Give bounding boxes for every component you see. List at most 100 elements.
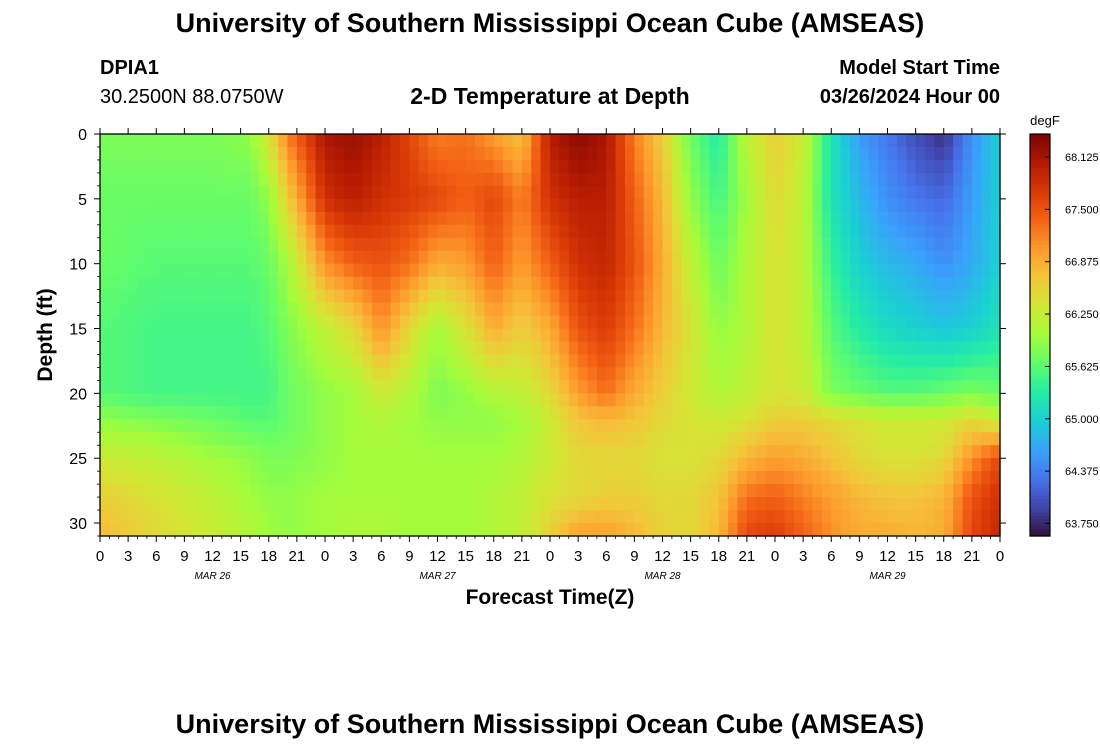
heatmap-cell	[915, 380, 926, 394]
heatmap-cell	[334, 198, 345, 213]
heatmap-cell	[953, 276, 964, 291]
heatmap-cell	[953, 328, 964, 343]
heatmap-cell	[709, 354, 720, 369]
heatmap-cell	[662, 458, 673, 472]
heatmap-cell	[212, 211, 223, 226]
heatmap-cell	[175, 159, 185, 174]
colorbar-segment	[1030, 485, 1050, 490]
heatmap-cell	[840, 237, 851, 252]
heatmap-cell	[250, 185, 260, 200]
heatmap-cell	[681, 367, 692, 381]
heatmap-cell	[615, 523, 626, 537]
heatmap-cell	[493, 211, 504, 226]
heatmap-cell	[568, 315, 579, 330]
heatmap-cell	[465, 302, 476, 317]
heatmap-cell	[484, 406, 495, 420]
colorbar-segment	[1030, 425, 1050, 430]
heatmap-cell	[146, 380, 157, 394]
heatmap-cell	[465, 185, 476, 200]
heatmap-cell	[437, 406, 448, 420]
heatmap-cell	[484, 367, 495, 381]
heatmap-cell	[184, 315, 195, 330]
heatmap-cell	[418, 458, 429, 472]
heatmap-cell	[465, 146, 476, 161]
heatmap-cell	[484, 302, 495, 317]
heatmap-cell	[540, 159, 551, 174]
heatmap-cell	[456, 471, 467, 485]
heatmap-cell	[175, 380, 185, 394]
heatmap-cell	[906, 445, 917, 459]
heatmap-cell	[456, 185, 467, 200]
heatmap-cell	[278, 471, 289, 485]
heatmap-cell	[765, 432, 776, 446]
x-tick-label: 6	[377, 548, 385, 565]
heatmap-cell	[362, 497, 373, 511]
heatmap-cell	[943, 380, 954, 394]
heatmap-cell	[653, 224, 664, 239]
heatmap-cell	[559, 471, 570, 485]
heatmap-cell	[493, 419, 504, 433]
heatmap-cell	[193, 198, 204, 213]
heatmap-cell	[878, 419, 889, 433]
heatmap-cell	[596, 289, 607, 304]
heatmap-cell	[278, 315, 289, 330]
heatmap-cell	[475, 315, 485, 330]
heatmap-cell	[953, 315, 964, 330]
heatmap-cell	[962, 263, 973, 278]
heatmap-cell	[850, 315, 860, 330]
heatmap-cell	[165, 172, 176, 187]
heatmap-cell	[390, 134, 401, 148]
heatmap-cell	[971, 354, 982, 369]
heatmap-cell	[746, 523, 757, 537]
heatmap-cell	[128, 237, 139, 252]
heatmap-cell	[812, 393, 823, 407]
heatmap-cell	[784, 341, 795, 356]
heatmap-cell	[287, 432, 298, 446]
heatmap-cell	[296, 315, 307, 330]
heatmap-cell	[925, 302, 935, 317]
heatmap-cell	[746, 367, 757, 381]
heatmap-cell	[203, 510, 214, 524]
heatmap-cell	[531, 263, 542, 278]
heatmap-cell	[671, 302, 682, 317]
heatmap-cell	[915, 237, 926, 252]
colorbar-segment	[1030, 532, 1050, 537]
heatmap-cell	[521, 393, 532, 407]
heatmap-cell	[784, 198, 795, 213]
heatmap-cell	[615, 134, 626, 148]
colorbar-segment	[1030, 244, 1050, 249]
heatmap-cell	[362, 302, 373, 317]
heatmap-cell	[775, 159, 785, 174]
heatmap-cell	[325, 172, 335, 187]
heatmap-cell	[728, 134, 739, 148]
heatmap-cell	[915, 302, 926, 317]
heatmap-cell	[831, 134, 842, 148]
heatmap-cell	[456, 224, 467, 239]
heatmap-cell	[606, 523, 617, 537]
heatmap-cell	[475, 263, 485, 278]
heatmap-cell	[943, 185, 954, 200]
heatmap-cell	[990, 471, 1001, 485]
heatmap-cell	[784, 393, 795, 407]
heatmap-cell	[371, 419, 382, 433]
heatmap-cell	[606, 354, 617, 369]
heatmap-cell	[550, 380, 560, 394]
heatmap-cell	[793, 354, 804, 369]
heatmap-cell	[250, 380, 260, 394]
heatmap-cell	[550, 237, 560, 252]
heatmap-cell	[250, 406, 260, 420]
heatmap-cell	[156, 237, 167, 252]
heatmap-cells	[100, 134, 1001, 537]
heatmap-cell	[465, 211, 476, 226]
heatmap-cell	[409, 263, 420, 278]
heatmap-cell	[681, 341, 692, 356]
heatmap-cell	[550, 497, 560, 511]
heatmap-cell	[268, 134, 279, 148]
heatmap-cell	[653, 198, 664, 213]
heatmap-cell	[793, 172, 804, 187]
heatmap-cell	[521, 185, 532, 200]
x-tick-label: 15	[907, 548, 924, 565]
heatmap-cell	[475, 497, 485, 511]
heatmap-cell	[943, 419, 954, 433]
heatmap-cell	[540, 458, 551, 472]
